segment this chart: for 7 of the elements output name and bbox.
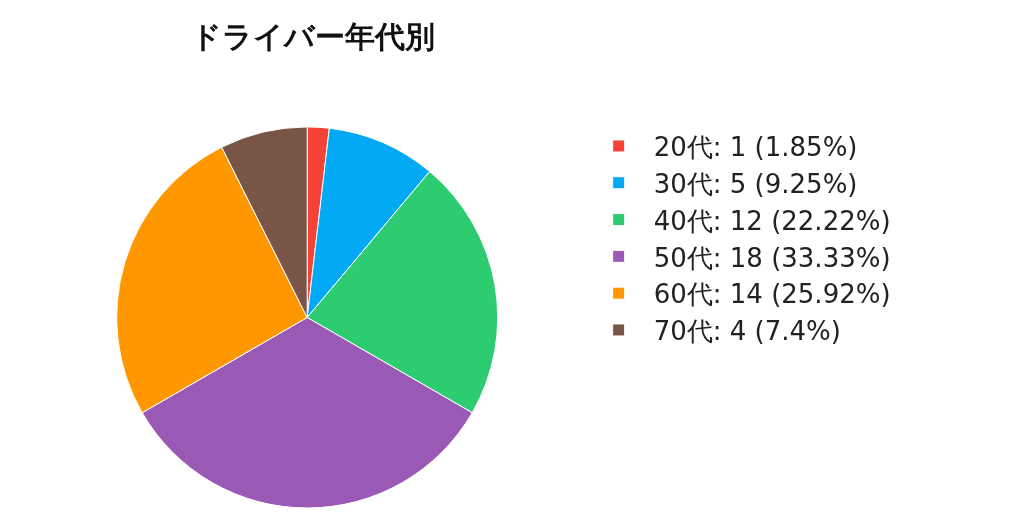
legend-label: 30代: 5 (9.25%) (653, 168, 858, 199)
legend-label: 70代: 4 (7.4%) (653, 316, 841, 347)
legend-label: 60代: 14 (25.92%) (653, 279, 891, 310)
legend-label: 40代: 12 (22.22%) (653, 205, 891, 236)
legend-label: 20代: 1 (1.85%) (653, 132, 858, 163)
chart-title: ドライバー年代別 (191, 18, 436, 54)
legend-label: 50代: 18 (33.33%) (653, 242, 891, 273)
